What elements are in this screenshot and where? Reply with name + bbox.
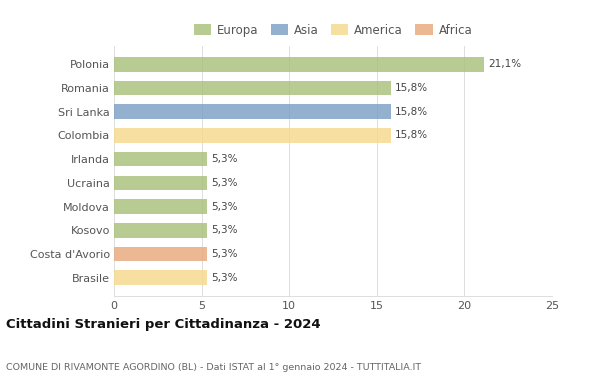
Text: 5,3%: 5,3% [211,273,238,283]
Text: 5,3%: 5,3% [211,225,238,235]
Text: 5,3%: 5,3% [211,178,238,188]
Bar [114,247,207,261]
Text: 5,3%: 5,3% [211,201,238,212]
Bar [114,176,207,190]
Bar [114,105,391,119]
Text: 15,8%: 15,8% [395,107,428,117]
Bar [114,199,207,214]
Text: Cittadini Stranieri per Cittadinanza - 2024: Cittadini Stranieri per Cittadinanza - 2… [6,318,320,331]
Text: COMUNE DI RIVAMONTE AGORDINO (BL) - Dati ISTAT al 1° gennaio 2024 - TUTTITALIA.I: COMUNE DI RIVAMONTE AGORDINO (BL) - Dati… [6,363,421,372]
Text: 21,1%: 21,1% [488,59,521,69]
Legend: Europa, Asia, America, Africa: Europa, Asia, America, Africa [189,19,477,41]
Bar [114,57,484,72]
Bar [114,81,391,95]
Text: 5,3%: 5,3% [211,154,238,164]
Bar [114,152,207,166]
Text: 15,8%: 15,8% [395,83,428,93]
Text: 5,3%: 5,3% [211,249,238,259]
Bar [114,223,207,238]
Bar [114,270,207,285]
Text: 15,8%: 15,8% [395,130,428,141]
Bar [114,128,391,143]
